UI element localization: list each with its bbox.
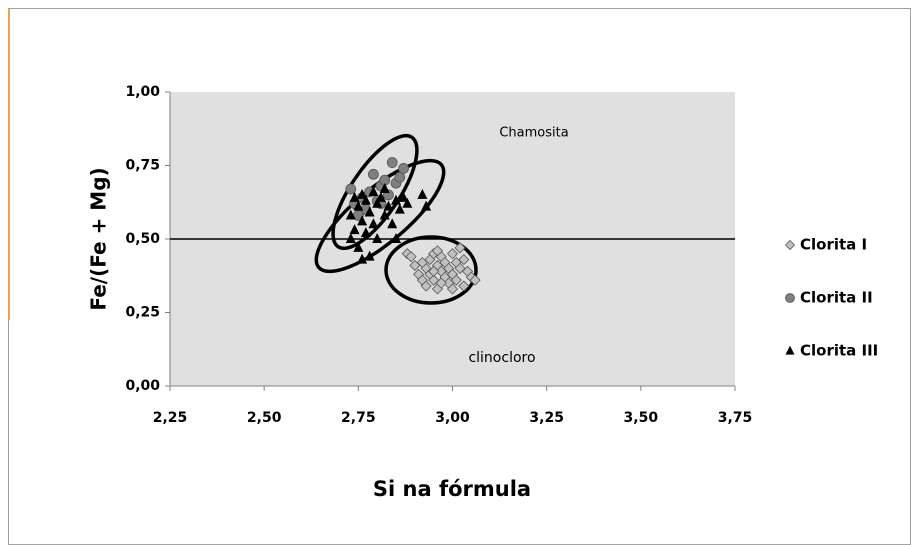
x-tick-label: 3,25 — [529, 410, 564, 426]
marker — [357, 188, 368, 199]
marker — [458, 254, 470, 266]
legend-label: Clorita III — [800, 342, 878, 360]
marker — [785, 293, 795, 303]
marker — [469, 274, 481, 286]
marker — [379, 183, 390, 194]
marker — [368, 218, 379, 229]
marker — [372, 197, 383, 208]
marker — [345, 233, 356, 243]
marker — [357, 215, 368, 226]
x-tick-label: 2,50 — [247, 410, 282, 426]
marker — [379, 209, 390, 220]
marker — [435, 277, 447, 289]
marker — [431, 245, 443, 257]
marker — [372, 233, 383, 243]
marker — [450, 274, 462, 286]
marker — [446, 248, 459, 260]
marker — [375, 191, 386, 202]
marker — [349, 224, 360, 235]
ellipse — [384, 235, 478, 305]
marker — [416, 256, 428, 269]
marker — [353, 241, 364, 252]
marker — [421, 200, 432, 211]
marker — [345, 183, 357, 195]
legend-label: Clorita I — [800, 236, 867, 254]
marker — [394, 203, 405, 214]
marker — [428, 265, 440, 277]
marker — [387, 218, 398, 229]
marker — [398, 191, 409, 202]
marker — [785, 345, 795, 355]
legend-label: Clorita II — [800, 289, 873, 307]
marker — [405, 251, 417, 263]
marker — [391, 194, 401, 205]
marker — [398, 163, 409, 174]
annotation: clinocloro — [468, 350, 535, 366]
marker — [454, 242, 466, 254]
marker — [383, 200, 394, 211]
marker — [402, 197, 413, 208]
x-tick-label: 2,25 — [153, 410, 188, 426]
x-tick-label: 2,75 — [341, 410, 376, 426]
marker — [353, 200, 364, 211]
x-axis-title: Si na fórmula — [373, 477, 531, 501]
y-tick-label: 0,75 — [125, 158, 160, 174]
y-tick-label: 0,25 — [125, 305, 160, 321]
marker — [420, 280, 432, 292]
marker — [345, 209, 356, 220]
x-tick-label: 3,75 — [718, 410, 753, 426]
marker — [360, 194, 371, 205]
marker — [368, 185, 379, 196]
marker — [386, 157, 398, 168]
x-tick-label: 3,50 — [624, 410, 659, 426]
x-tick-label: 3,00 — [435, 410, 470, 426]
annotation: Chamosita — [499, 126, 568, 141]
marker — [357, 253, 368, 264]
y-axis-title: Fe/(Fe + Mg) — [87, 167, 111, 310]
y-tick-label: 0,00 — [125, 378, 160, 394]
marker — [360, 227, 371, 238]
marker — [367, 168, 379, 180]
marker — [349, 191, 360, 202]
marker — [784, 239, 796, 251]
marker — [417, 188, 428, 199]
y-tick-label: 0,50 — [125, 231, 160, 247]
marker — [446, 283, 459, 295]
y-tick-label: 1,00 — [125, 84, 160, 100]
marker — [458, 280, 470, 292]
ellipse — [331, 133, 419, 251]
marker — [364, 250, 375, 261]
marker — [364, 206, 375, 217]
marker — [391, 233, 401, 243]
